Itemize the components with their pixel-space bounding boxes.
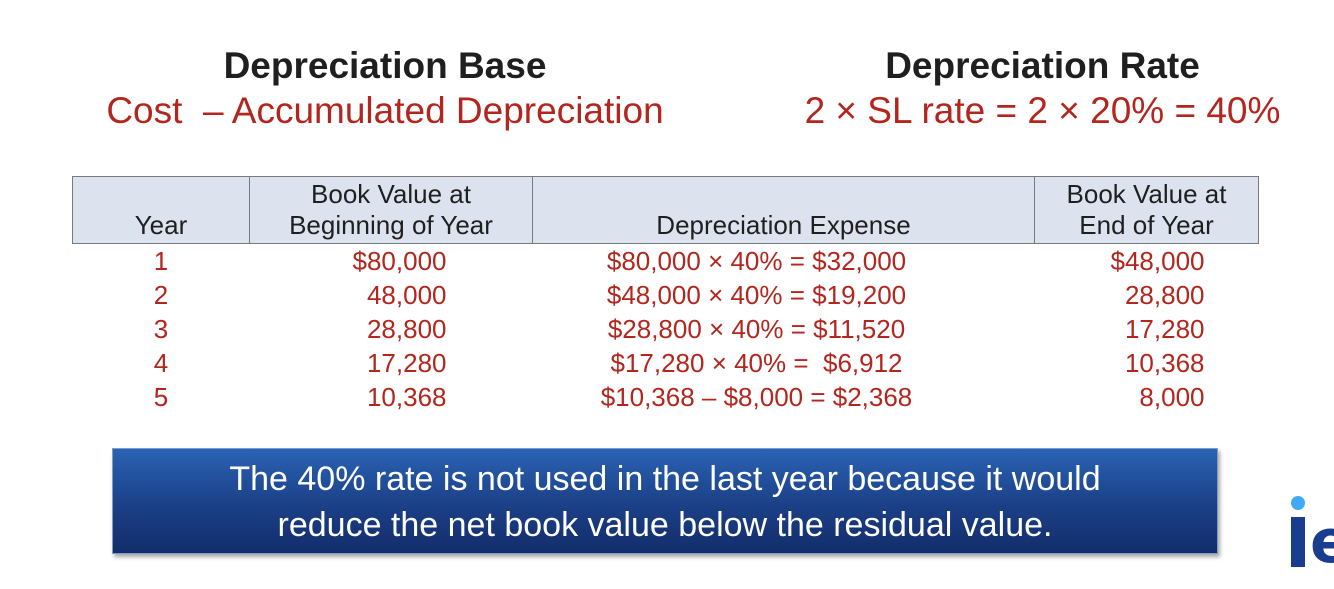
depreciation-base-title: Depreciation Base (223, 45, 547, 86)
table-header-row: Year Book Value at Beginning of Year Dep… (72, 176, 1259, 244)
logo-stem (1291, 517, 1305, 567)
cell-end-value: $48,000 (1110, 246, 1205, 276)
cell-year: 5 (153, 382, 169, 412)
cell-year: 1 (153, 246, 169, 276)
cell-end-value: 10,368 (1124, 348, 1205, 378)
col-header-end-value: Book Value at End of Year (1034, 176, 1259, 244)
col-header-expense: Depreciation Expense (532, 176, 1035, 244)
callout-line-2: reduce the net book value below the resi… (277, 506, 1053, 544)
cell-expense: $28,800 × 40% = $11,520 (607, 314, 906, 344)
cell-begin-value: 48,000 (366, 280, 447, 310)
col-header-year-label: Year (134, 210, 188, 240)
callout-line-1: The 40% rate is not used in the last yea… (229, 460, 1101, 498)
cell-expense: $48,000 × 40% = $19,200 (606, 280, 907, 310)
cell-expense: $10,368 – $8,000 = $2,368 (600, 382, 913, 412)
depreciation-rate-title: Depreciation Rate (885, 45, 1200, 86)
logo-dot (1291, 496, 1305, 510)
table-row: 5 10,368 $10,368 – $8,000 = $2,368 8,000 (73, 380, 1259, 414)
col-header-year: Year (72, 176, 250, 244)
cell-year: 4 (153, 348, 169, 378)
col-header-end-line1: Book Value at (1066, 179, 1227, 209)
depreciation-base-formula: Cost – Accumulated Depreciation (106, 90, 664, 131)
col-header-begin-line2: Beginning of Year (289, 210, 493, 240)
depreciation-base-block: Depreciation Base Cost – Accumulated Dep… (60, 44, 710, 134)
cell-begin-value: 10,368 (366, 382, 447, 412)
cell-begin-value: $80,000 (352, 246, 447, 276)
explanation-callout: The 40% rate is not used in the last yea… (112, 448, 1218, 554)
cell-begin-value: 28,800 (366, 314, 447, 344)
cell-expense: $17,280 × 40% = $6,912 (610, 348, 903, 378)
table-row: 1 $80,000 $80,000 × 40% = $32,000 $48,00… (73, 244, 1259, 279)
cell-end-value: 8,000 (1139, 382, 1205, 412)
cell-end-value: 28,800 (1124, 280, 1205, 310)
cell-year: 3 (153, 314, 169, 344)
cell-expense: $80,000 × 40% = $32,000 (606, 246, 907, 276)
depreciation-schedule-table: Year Book Value at Beginning of Year Dep… (72, 176, 1259, 414)
cell-year: 2 (153, 280, 169, 310)
table-row: 3 28,800 $28,800 × 40% = $11,520 17,280 (73, 312, 1259, 346)
table-row: 2 48,000 $48,000 × 40% = $19,200 28,800 (73, 278, 1259, 312)
table-row: 4 17,280 $17,280 × 40% = $6,912 10,368 (73, 346, 1259, 380)
col-header-expense-label: Depreciation Expense (656, 210, 911, 240)
depreciation-rate-block: Depreciation Rate 2 × SL rate = 2 × 20% … (770, 44, 1315, 134)
logo-e: e (1310, 507, 1334, 571)
ie-logo-icon: e (1288, 496, 1334, 571)
depreciation-rate-formula: 2 × SL rate = 2 × 20% = 40% (804, 90, 1281, 131)
cell-end-value: 17,280 (1124, 314, 1205, 344)
col-header-begin-line1: Book Value at (311, 179, 471, 209)
cell-begin-value: 17,280 (366, 348, 447, 378)
col-header-end-line2: End of Year (1079, 210, 1214, 240)
col-header-begin-value: Book Value at Beginning of Year (249, 176, 533, 244)
